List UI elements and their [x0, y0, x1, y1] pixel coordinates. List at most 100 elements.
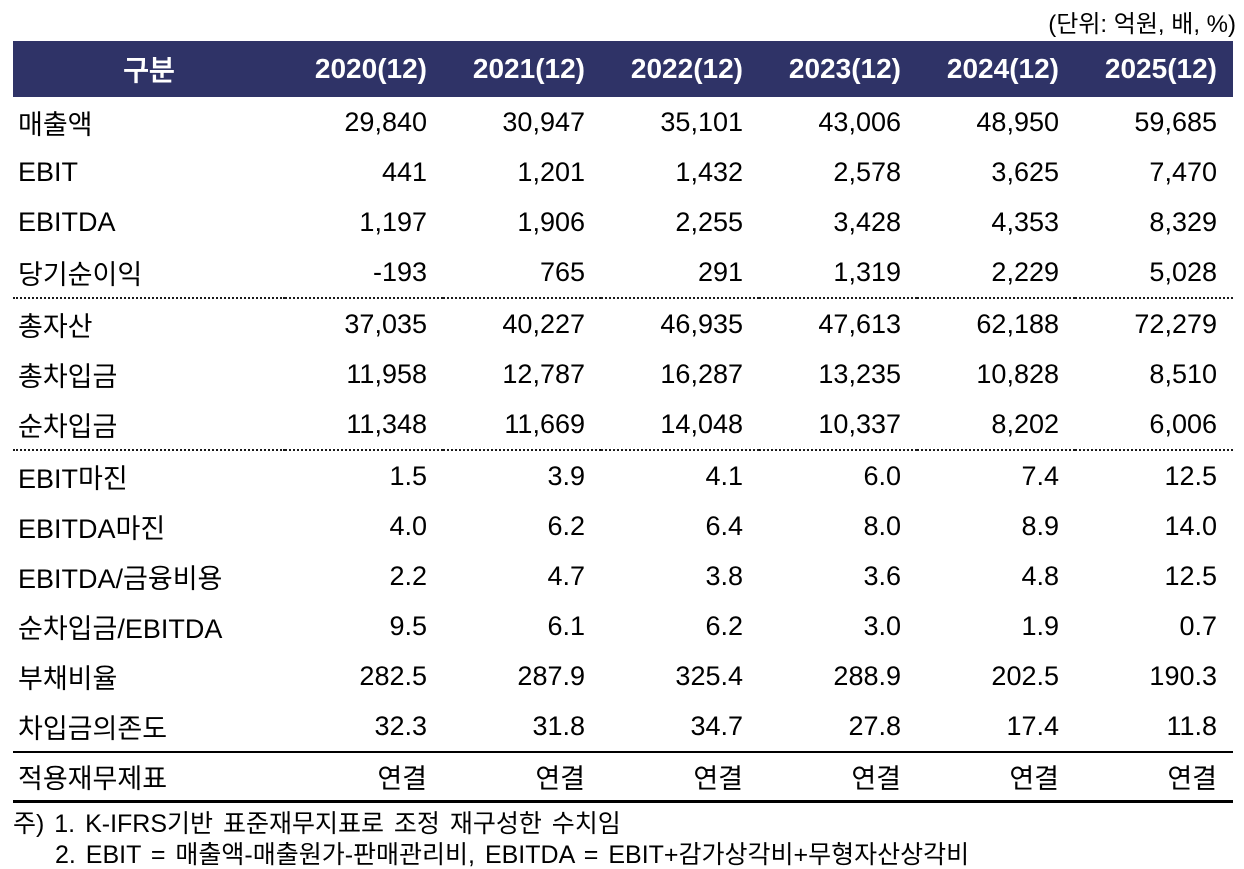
header-row: 구분 2020(12) 2021(12) 2022(12) 2023(12) 2024(1…	[13, 41, 1233, 97]
table-row: 당기순이익 -193 765 291 1,319 2,229 5,028	[13, 247, 1233, 298]
footnotes: 주) 1. K-IFRS기반 표준재무지표로 조정 재구성한 수치임 2. EB…	[13, 809, 1244, 869]
table-row: 매출액 29,840 30,947 35,101 43,006 48,950 59,685	[13, 97, 1233, 147]
row-value: 8.9	[1021, 510, 1059, 541]
row-value: 288.9	[833, 660, 901, 691]
row-value: 31.8	[532, 710, 585, 741]
row-value: 11,348	[346, 408, 427, 439]
row-value: 1,432	[675, 156, 743, 187]
row-value: 2,229	[991, 256, 1059, 287]
table-row: EBITDA마진 4.0 6.2 6.4 8.0 8.9 14.0	[13, 501, 1233, 551]
row-value: 연결	[285, 751, 443, 802]
header-cell-year: 2020(12)	[285, 41, 443, 97]
header-cell-year: 2024(12)	[917, 41, 1075, 97]
row-value: 202.5	[991, 660, 1059, 691]
row-value: 46,935	[601, 297, 759, 349]
row-value: 47,613	[759, 297, 917, 349]
row-value: 43,006	[818, 106, 901, 137]
row-value: 10,828	[976, 358, 1059, 389]
row-value: 4.8	[1021, 560, 1059, 591]
row-value: 35,101	[660, 106, 743, 137]
row-value: 연결	[443, 751, 601, 802]
table-row: 순차입금 11,348 11,669 14,048 10,337 8,202 6,006	[13, 399, 1233, 450]
row-value: 1,201	[517, 156, 585, 187]
row-value: 8,329	[1149, 206, 1217, 237]
row-value: 13,235	[818, 358, 901, 389]
row-value: 14.0	[1164, 510, 1217, 541]
row-label: 적용재무제표	[13, 751, 285, 802]
row-value: 8.0	[863, 510, 901, 541]
table-row: 순차입금/EBITDA 9.5 6.1 6.2 3.0 1.9 0.7	[13, 601, 1233, 651]
header-cell-year: 2025(12)	[1075, 41, 1233, 97]
row-value: 17.4	[1006, 710, 1059, 741]
row-label: EBITDA마진	[18, 513, 166, 544]
row-value: 7.4	[917, 449, 1075, 501]
row-value: 연결	[917, 751, 1075, 802]
row-value: 5,028	[1149, 256, 1217, 287]
header-cell-year: 2021(12)	[443, 41, 601, 97]
row-value: 27.8	[848, 710, 901, 741]
row-value: 12.5	[1164, 560, 1217, 591]
footnote-line-1: 주) 1. K-IFRS기반 표준재무지표로 조정 재구성한 수치임	[13, 810, 621, 838]
row-label: 순차입금	[18, 411, 118, 442]
row-value: 4.1	[601, 449, 759, 501]
row-value: 12,787	[502, 358, 585, 389]
row-value: 30,947	[502, 106, 585, 137]
row-label: EBITDA/금융비용	[18, 563, 223, 594]
row-value: 6.4	[705, 510, 743, 541]
row-value: 14,048	[660, 408, 743, 439]
row-value: 441	[381, 156, 427, 187]
row-value: 72,279	[1075, 297, 1233, 349]
row-value: 12.5	[1075, 449, 1233, 501]
row-value: 1,906	[517, 206, 585, 237]
row-label: 총자산	[13, 297, 285, 349]
table-row: EBITDA/금융비용 2.2 4.7 3.8 3.6 4.8 12.5	[13, 551, 1233, 601]
row-value: 0.7	[1179, 610, 1217, 641]
row-value: 3.0	[863, 610, 901, 641]
header-cell-year: 2022(12)	[601, 41, 759, 97]
header-cell-year: 2023(12)	[759, 41, 917, 97]
row-value: 3,428	[833, 206, 901, 237]
row-value: 2,578	[833, 156, 901, 187]
financial-table: 구분 2020(12) 2021(12) 2022(12) 2023(12) 2024(1…	[13, 41, 1233, 803]
row-value: 190.3	[1149, 660, 1217, 691]
row-value: 48,950	[976, 106, 1059, 137]
row-label: 총차입금	[18, 361, 118, 392]
table-body: 매출액 29,840 30,947 35,101 43,006 48,950 59,685 E…	[13, 97, 1233, 802]
row-value: 29,840	[344, 106, 427, 137]
row-value: 2,255	[675, 206, 743, 237]
row-value: 291	[697, 256, 743, 287]
row-value: 1,319	[833, 256, 901, 287]
row-value: 3,625	[991, 156, 1059, 187]
table-row: 차입금의존도 32.3 31.8 34.7 27.8 17.4 11.8	[13, 701, 1233, 752]
table-header: 구분 2020(12) 2021(12) 2022(12) 2023(12) 2024(1…	[13, 41, 1233, 97]
row-value: 11.8	[1166, 710, 1217, 741]
row-value: 765	[539, 256, 585, 287]
row-value: 9.5	[389, 610, 427, 641]
row-label: 매출액	[18, 109, 93, 140]
row-value: 4.0	[389, 510, 427, 541]
row-value: 59,685	[1134, 106, 1217, 137]
row-label: EBIT마진	[13, 449, 285, 501]
row-value: 34.7	[690, 710, 743, 741]
row-value: -193	[372, 256, 427, 287]
row-value: 연결	[759, 751, 917, 802]
row-value: 1,197	[359, 206, 427, 237]
row-value: 6.2	[547, 510, 585, 541]
unit-note: (단위: 억원, 배, %)	[1048, 11, 1236, 38]
row-value: 4,353	[991, 206, 1059, 237]
row-value: 1.9	[1021, 610, 1059, 641]
row-value: 6.1	[547, 610, 585, 641]
row-value: 3.8	[705, 560, 743, 591]
row-value: 32.3	[374, 710, 427, 741]
header-cell-gubun: 구분	[13, 41, 285, 97]
row-value: 40,227	[443, 297, 601, 349]
row-value: 282.5	[359, 660, 427, 691]
table-row: EBIT 441 1,201 1,432 2,578 3,625 7,470	[13, 147, 1233, 197]
row-value: 6.2	[705, 610, 743, 641]
row-value: 37,035	[285, 297, 443, 349]
row-value: 325.4	[675, 660, 743, 691]
row-value: 1.5	[285, 449, 443, 501]
row-label: 부채비율	[18, 663, 118, 694]
row-value: 2.2	[389, 560, 427, 591]
